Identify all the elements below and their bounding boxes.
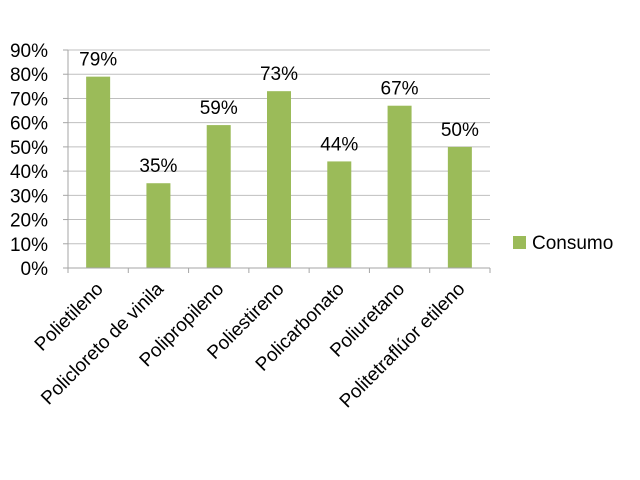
bar (267, 91, 291, 268)
legend-swatch-consumo (513, 236, 526, 249)
legend-label-consumo: Consumo (532, 233, 613, 254)
data-label: 35% (139, 156, 177, 177)
bar (206, 125, 231, 268)
y-tick-label: 20% (10, 211, 48, 232)
bar (387, 105, 412, 268)
y-axis-ticks: 0% 10% 20% 30% 40% 50% 60% 70% 80% 90% (10, 41, 69, 280)
data-label: 67% (381, 79, 419, 100)
y-tick-label: 30% (10, 186, 48, 207)
bars (86, 76, 472, 269)
data-label: 44% (320, 134, 358, 155)
data-label: 59% (200, 98, 238, 119)
bar (86, 76, 111, 269)
y-tick-label: 40% (10, 162, 48, 183)
y-tick-label: 70% (10, 89, 48, 110)
legend: Consumo (513, 233, 613, 254)
bar (447, 146, 472, 268)
y-tick-label: 90% (10, 41, 48, 62)
y-tick-label: 60% (10, 114, 48, 135)
data-label: 73% (260, 64, 298, 85)
y-tick-label: 80% (10, 65, 48, 86)
y-tick-label: 10% (10, 235, 48, 256)
bar (146, 183, 171, 268)
data-label: 79% (79, 50, 117, 71)
bar (327, 161, 352, 268)
y-tick-label: 50% (10, 138, 48, 159)
data-labels: 79% 35% 59% 73% 44% 67% 50% (79, 50, 479, 178)
y-tick-label: 0% (21, 259, 49, 280)
data-label: 50% (441, 120, 479, 141)
